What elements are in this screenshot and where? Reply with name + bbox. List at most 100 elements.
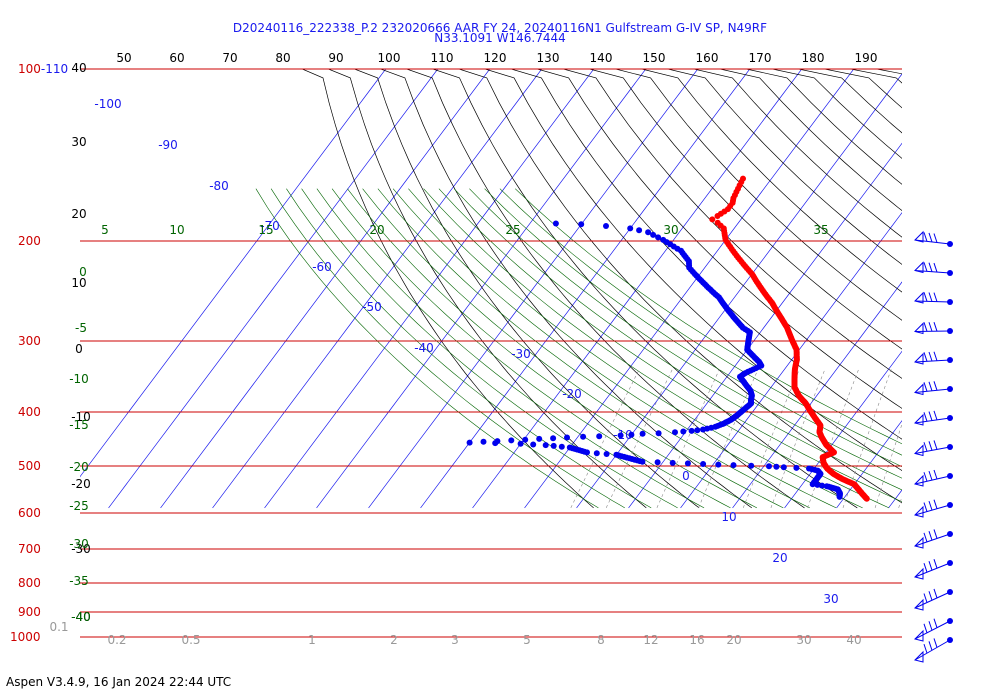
dry-adiabat-line: [354, 69, 700, 509]
dewpoint-point: [552, 220, 559, 227]
isotherm-label: -20: [562, 387, 582, 401]
mixing-ratio-label: 0.2: [107, 633, 126, 647]
theta-top-label: 60: [169, 51, 184, 65]
wind-barb-flag: [923, 352, 928, 362]
dewpoint-point: [603, 451, 610, 457]
mixing-ratio-line: [698, 369, 759, 509]
dry-adiabat-line: [876, 69, 902, 75]
dry-adiabat-line: [929, 69, 1000, 508]
wind-barb-staff: [914, 562, 951, 578]
mixing-ratio-line: [742, 369, 800, 509]
mixing-ratio-line: [770, 369, 826, 509]
wind-barb-staff: [914, 620, 951, 640]
pressure-label: 600: [18, 506, 41, 520]
wind-barb-flag: [933, 469, 938, 480]
dry-adiabat-line: [302, 69, 594, 509]
moist-adiabat-line: [469, 188, 902, 479]
dewpoint-point: [580, 433, 587, 440]
theta-top-label: 170: [749, 51, 772, 65]
moist-adiabat-line: [286, 188, 652, 509]
wind-barb-flag: [933, 233, 938, 243]
wind-barb-flag: [928, 500, 933, 511]
theta-left-label: 0: [75, 342, 83, 356]
dewpoint-point: [655, 430, 662, 437]
wind-barb-pennant: [914, 505, 924, 518]
wind-barb-flag: [923, 412, 928, 422]
moist-adiabat-line: [270, 188, 625, 509]
dewpoint-point: [730, 462, 737, 469]
mixing-ratio-line: [978, 369, 1000, 508]
wind-barb-flag: [928, 531, 933, 541]
theta-top-label: 120: [484, 51, 507, 65]
thetae-top-label: 10: [169, 223, 184, 237]
isotherm-label: -40: [414, 341, 434, 355]
isotherm-line: [576, 73, 902, 509]
wind-barb-pennant: [914, 650, 924, 663]
wind-barb-pennant: [914, 261, 924, 274]
wind-barb-flag: [933, 559, 938, 569]
dewpoint-point: [566, 444, 573, 451]
thetae-left-label: -5: [75, 321, 87, 335]
dewpoint-point: [628, 431, 635, 438]
dewpoint-point: [748, 462, 755, 469]
wind-barb-flag: [933, 529, 938, 539]
theta-top-label: 80: [275, 51, 290, 65]
dewpoint-point: [823, 483, 830, 490]
wind-barb-flag: [923, 442, 928, 452]
wind-barb-flag: [923, 623, 928, 633]
theta-top-label: 180: [802, 51, 825, 65]
dewpoint-point: [636, 227, 643, 234]
pressure-label: 200: [18, 234, 41, 248]
wind-barb-flag: [928, 591, 933, 601]
wind-barb-staff: [914, 359, 951, 363]
wind-barb-flag: [928, 470, 933, 481]
wind-barb-flag: [933, 588, 938, 599]
wind-barb-flag: [923, 563, 928, 573]
wind-barb-flag: [923, 322, 928, 332]
dry-adiabat-line: [380, 69, 753, 509]
isotherm-line: [941, 69, 1000, 508]
moist-adiabat-line: [301, 188, 678, 509]
wind-barb-staff: [914, 639, 951, 661]
dewpoint-point: [466, 439, 473, 446]
wind-barb-flag: [928, 411, 933, 421]
moist-adiabat-line: [347, 188, 758, 509]
pressure-label: 700: [18, 542, 41, 556]
wind-barb-flag: [933, 381, 938, 391]
mixing-ratio-label: 40: [846, 633, 861, 647]
dry-adiabat-line: [798, 69, 902, 134]
wind-barb-flag: [928, 292, 933, 302]
wind-barb-flag: [928, 381, 933, 391]
dewpoint-point: [596, 433, 603, 440]
moist-adiabat-line: [423, 188, 890, 509]
theta-top-label: 150: [643, 51, 666, 65]
isotherm-line: [212, 69, 543, 509]
dry-adiabat-line: [537, 69, 902, 409]
mixing-ratio-line: [656, 369, 720, 509]
theta-left-label: 20: [71, 207, 86, 221]
wind-barb-flag: [933, 638, 938, 648]
thetae-left-label: -15: [69, 418, 89, 432]
isotherm-label: -100: [94, 97, 121, 111]
wind-barb-pennant: [914, 230, 924, 243]
dry-adiabat-line: [484, 69, 902, 472]
isotherm-line: [420, 69, 751, 509]
mixing-ratio-line: [605, 369, 673, 509]
dewpoint-point: [715, 461, 722, 468]
moist-adiabat-line: [438, 188, 902, 503]
thetae-left-label: -35: [69, 574, 89, 588]
dewpoint-point: [672, 429, 678, 436]
theta-top-label: 190: [855, 51, 878, 65]
wind-barb-flag: [933, 440, 938, 450]
wind-barb-flag: [928, 441, 933, 451]
dewpoint-point: [578, 221, 585, 228]
isotherm-line: [784, 350, 902, 509]
wind-barb-staff: [914, 239, 951, 245]
theta-left-label: 30: [71, 135, 86, 149]
wind-barb-flag: [923, 292, 928, 302]
dewpoint-point: [627, 225, 634, 232]
isotherm-label: -30: [511, 347, 531, 361]
theta-top-label: 90: [328, 51, 343, 65]
wind-barb-staff: [914, 300, 951, 303]
wind-barb-pennant: [914, 352, 924, 365]
